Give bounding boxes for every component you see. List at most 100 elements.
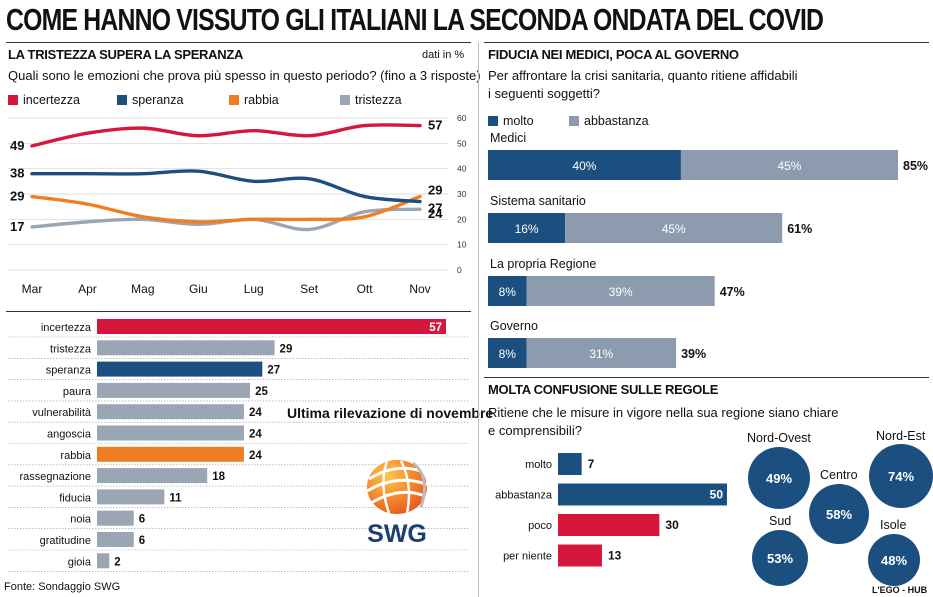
- right-question-l1: Per affrontare la crisi sanitaria, quant…: [488, 68, 798, 83]
- circle-nord-ovest: 49%: [748, 447, 810, 509]
- area-label: Isole: [880, 518, 907, 532]
- bar-rassegnazione: [97, 468, 208, 484]
- total-label: 39%: [681, 347, 706, 361]
- value-label: 30: [665, 518, 679, 532]
- bar-tristezza: [97, 340, 275, 356]
- circle-isole: 48%: [868, 534, 920, 586]
- end-value-label: 57: [428, 118, 442, 133]
- main-title: COME HANNO VISSUTO GLI ITALIANI LA SECON…: [6, 2, 824, 37]
- bar-paura: [97, 382, 251, 398]
- x-tick-label: Apr: [78, 282, 97, 296]
- end-value-label: 24: [428, 206, 443, 221]
- bar-per-niente: [558, 544, 602, 567]
- bar-abbastanza: [526, 338, 677, 368]
- bar-angoscia: [97, 425, 244, 441]
- category-label: noia: [70, 514, 92, 526]
- category-label: speranza: [46, 365, 92, 377]
- category-label: gratitudine: [40, 535, 91, 547]
- value-label: 6: [139, 535, 145, 547]
- category-label: Medici: [490, 131, 526, 145]
- legend-label: molto: [503, 114, 534, 128]
- category-label: vulnerabilità: [32, 407, 92, 419]
- x-tick-label: Set: [300, 282, 319, 296]
- legend-rabbia: rabbia: [229, 93, 279, 107]
- value-label: 18: [212, 471, 225, 483]
- start-value-label: 49: [10, 138, 24, 153]
- bar-molto: [488, 338, 527, 368]
- category-label: abbastanza: [495, 490, 553, 502]
- category-label: La propria Regione: [490, 257, 596, 271]
- value-label: 57: [429, 322, 442, 334]
- value-label: 6: [139, 514, 145, 526]
- category-label: rabbia: [60, 450, 91, 462]
- bar-gratitudine: [97, 532, 134, 547]
- section-rule: [484, 377, 929, 378]
- circle-nord-est: 74%: [869, 444, 933, 508]
- bar-abbastanza: [565, 213, 783, 243]
- y-tick-label: 60: [457, 113, 467, 123]
- value-label: 39%: [609, 285, 633, 299]
- area-label: Sud: [769, 514, 792, 528]
- total-label: 61%: [787, 222, 812, 236]
- area-label: Nord-Ovest: [747, 431, 811, 445]
- legend-swatch: [488, 116, 498, 126]
- value-label: 16%: [515, 222, 539, 236]
- bar-molto: [488, 150, 681, 180]
- rules-section-title: MOLTA CONFUSIONE SULLE REGOLE: [488, 382, 719, 397]
- legend-label: abbastanza: [584, 114, 649, 128]
- category-label: rassegnazione: [19, 471, 91, 483]
- value-label: 27: [267, 365, 280, 377]
- column-divider: [478, 42, 479, 597]
- legend-speranza: speranza: [117, 93, 183, 107]
- y-tick-label: 50: [457, 138, 467, 148]
- value-label: 50: [710, 488, 724, 502]
- right-question-l2: i seguenti soggetti?: [488, 86, 601, 101]
- value-label: 7: [588, 457, 595, 471]
- globe-icon: [366, 460, 430, 514]
- category-label: per niente: [503, 551, 552, 563]
- start-value-label: 29: [10, 189, 24, 204]
- value-label: 24: [249, 450, 262, 462]
- ultima-rilevazione: Ultima rilevazione di novembre: [287, 405, 494, 421]
- x-tick-label: Mar: [22, 282, 43, 296]
- legend-label: tristezza: [355, 93, 402, 107]
- legend-label: incertezza: [23, 93, 80, 107]
- category-label: angoscia: [47, 429, 92, 441]
- value-label: 8%: [499, 285, 517, 299]
- rules-bar-chart: molto 7 abbastanza 50 poco 30 per niente 13: [495, 453, 727, 567]
- value-label: 13: [608, 549, 622, 563]
- bar-molto: [558, 453, 582, 475]
- y-tick-label: 30: [457, 189, 467, 199]
- legend-incertezza: incertezza: [8, 93, 80, 107]
- bar-abbastanza: [680, 150, 898, 180]
- total-label: 85%: [903, 159, 928, 173]
- legend-swatch: [340, 95, 350, 105]
- value-label: 31%: [589, 347, 613, 361]
- legend-swatch: [229, 95, 239, 105]
- x-tick-label: Giu: [189, 282, 208, 296]
- bar-poco: [558, 514, 660, 536]
- swg-logo: SWG: [357, 455, 437, 548]
- bar-incertezza: [97, 319, 446, 334]
- rules-question-l1: Ritiene che le misure in vigore nella su…: [488, 405, 839, 420]
- swg-logo-text: SWG: [367, 520, 427, 548]
- y-tick-label: 40: [457, 164, 467, 174]
- area-label: Centro: [820, 468, 858, 482]
- value-label: 25: [255, 386, 268, 398]
- bar-speranza: [97, 361, 263, 377]
- line-chart: 60 50 40 30 20 10 0 Mar Apr Mag Giu Lug Set Ott Nov 49 5…: [8, 113, 467, 296]
- legend-swatch: [117, 95, 127, 105]
- value-label: 8%: [499, 347, 517, 361]
- category-label: paura: [63, 386, 92, 398]
- category-label: Governo: [490, 319, 538, 333]
- legend-tristezza: tristezza: [340, 93, 402, 107]
- total-label: 47%: [720, 285, 745, 299]
- y-tick-label: 0: [457, 265, 462, 275]
- left-section-title: LA TRISTEZZA SUPERA LA SPERANZA: [8, 47, 244, 62]
- unit-note: dati in %: [422, 49, 465, 61]
- category-label: tristezza: [50, 343, 92, 355]
- value-label: 2: [114, 556, 120, 568]
- bar-rabbia: [97, 446, 244, 462]
- bar-molto: [488, 276, 527, 306]
- category-label: poco: [528, 520, 552, 532]
